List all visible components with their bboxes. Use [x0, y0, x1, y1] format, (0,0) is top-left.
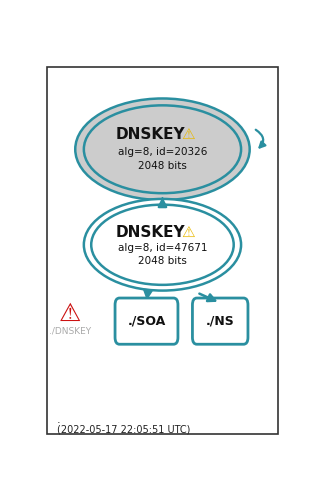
Text: ./NS: ./NS — [206, 314, 235, 328]
Text: alg=8, id=47671: alg=8, id=47671 — [118, 243, 207, 253]
Text: 2048 bits: 2048 bits — [138, 256, 187, 266]
FancyBboxPatch shape — [47, 67, 278, 434]
Text: ⚠: ⚠ — [59, 302, 81, 325]
Text: ⚠: ⚠ — [181, 225, 195, 240]
Text: 2048 bits: 2048 bits — [138, 162, 187, 172]
Text: alg=8, id=20326: alg=8, id=20326 — [118, 147, 207, 157]
FancyArrowPatch shape — [256, 130, 265, 147]
Text: DNSKEY: DNSKEY — [115, 225, 185, 240]
FancyBboxPatch shape — [115, 298, 178, 344]
Text: ./SOA: ./SOA — [127, 314, 165, 328]
Ellipse shape — [75, 99, 250, 200]
Text: (2022-05-17 22:05:51 UTC): (2022-05-17 22:05:51 UTC) — [57, 425, 190, 435]
Ellipse shape — [84, 199, 241, 291]
Ellipse shape — [91, 205, 234, 285]
Text: .: . — [57, 416, 61, 426]
Text: ./DNSKEY: ./DNSKEY — [49, 326, 91, 335]
Text: ⚠: ⚠ — [181, 127, 195, 142]
FancyBboxPatch shape — [192, 298, 248, 344]
Ellipse shape — [84, 105, 241, 193]
Text: DNSKEY: DNSKEY — [115, 127, 185, 142]
